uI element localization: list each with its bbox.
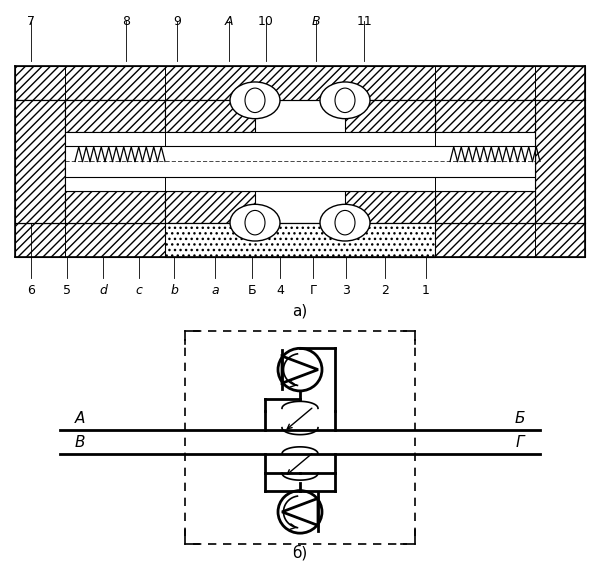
Ellipse shape (230, 204, 280, 241)
Text: б): б) (292, 545, 308, 560)
Text: 11: 11 (356, 15, 372, 28)
Bar (345, 101, 435, 132)
Text: b: b (170, 284, 178, 297)
Text: Б: Б (515, 411, 525, 426)
Bar (435, 101, 535, 132)
Bar (165, 191, 255, 223)
Bar (65, 191, 165, 223)
Ellipse shape (320, 82, 370, 119)
Text: 7: 7 (27, 15, 35, 28)
Text: 6: 6 (27, 284, 35, 297)
Bar (65, 101, 165, 132)
Text: Г: Г (310, 284, 317, 297)
Text: 3: 3 (342, 284, 350, 297)
Bar (435, 191, 535, 223)
Text: c: c (136, 284, 143, 297)
Bar (15, 66, 585, 101)
Bar (345, 191, 435, 223)
Text: a: a (211, 284, 218, 297)
Text: а): а) (292, 303, 308, 319)
Bar (535, 101, 585, 223)
Text: Б: Б (248, 284, 256, 297)
Circle shape (245, 210, 265, 235)
Bar (165, 101, 255, 132)
Text: 1: 1 (422, 284, 430, 297)
Ellipse shape (230, 82, 280, 119)
Text: 2: 2 (381, 284, 389, 297)
Text: В: В (75, 435, 85, 450)
Text: d: d (99, 284, 107, 297)
Bar (65, 145, 535, 177)
Circle shape (335, 88, 355, 112)
Text: Г: Г (516, 435, 524, 450)
Text: В: В (312, 15, 320, 28)
Circle shape (245, 88, 265, 112)
Text: 8: 8 (122, 15, 130, 28)
Bar (15, 101, 65, 223)
Bar (65, 132, 535, 191)
Ellipse shape (320, 204, 370, 241)
Text: 5: 5 (63, 284, 71, 297)
Text: 10: 10 (258, 15, 274, 28)
Text: А: А (75, 411, 85, 426)
Text: 4: 4 (276, 284, 284, 297)
Text: 9: 9 (173, 15, 181, 28)
Bar (15, 223, 585, 257)
Text: А: А (225, 15, 233, 28)
Bar (165, 223, 435, 257)
Circle shape (335, 210, 355, 235)
